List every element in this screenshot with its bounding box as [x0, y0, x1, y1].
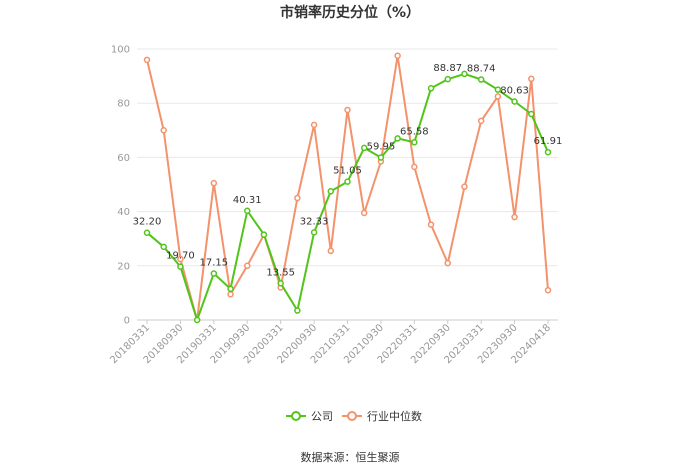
y-tick-label: 20 — [117, 261, 130, 272]
data-label: 51.05 — [333, 166, 362, 177]
data-point — [210, 270, 218, 277]
data-point — [294, 194, 301, 202]
y-tick-label: 60 — [117, 153, 130, 164]
series-layer — [143, 52, 552, 324]
data-point — [177, 263, 184, 270]
legend-industry-marker — [347, 411, 357, 421]
data-label: 80.63 — [500, 85, 529, 96]
data-point — [210, 179, 218, 187]
data-point — [294, 307, 301, 314]
legend-industry-label: 行业中位数 — [367, 409, 422, 423]
data-point — [310, 121, 318, 129]
series-industry-median — [143, 52, 552, 324]
data-point — [277, 280, 284, 287]
data-point — [193, 316, 201, 324]
data-point — [477, 76, 485, 83]
data-label: 59.95 — [367, 142, 396, 153]
y-tick-label: 40 — [117, 207, 130, 218]
series-line — [146, 54, 549, 321]
data-label: 19.70 — [166, 251, 195, 262]
chart-title: 市销率历史分位（%） — [280, 4, 420, 21]
grid-lines — [137, 48, 558, 321]
data-point — [344, 106, 351, 114]
data-label: 88.74 — [467, 64, 496, 75]
data-point — [411, 139, 418, 146]
data-point — [177, 255, 184, 263]
data-point — [444, 259, 451, 267]
data-point — [394, 135, 401, 142]
data-point — [227, 291, 234, 298]
data-label: 32.33 — [300, 216, 329, 227]
legend-company-label: 公司 — [311, 410, 333, 423]
data-point — [494, 86, 502, 93]
x-axis: 2018033120180930201903312019093020200331… — [108, 320, 553, 366]
data-point — [528, 110, 535, 118]
data-point — [444, 75, 451, 83]
data-point — [244, 207, 251, 215]
data-point — [244, 262, 251, 270]
data-point — [143, 229, 151, 236]
data-point — [461, 70, 468, 78]
data-source: 数据来源：恒生聚源 — [301, 450, 400, 464]
data-point — [310, 229, 318, 236]
data-point — [260, 231, 268, 238]
data-label: 61.91 — [534, 136, 563, 147]
data-point — [511, 213, 518, 221]
data-point — [344, 178, 351, 185]
data-point — [227, 285, 234, 293]
data-point — [360, 144, 368, 152]
data-point — [544, 286, 552, 294]
data-point — [377, 154, 385, 161]
data-point — [427, 85, 435, 92]
data-point — [143, 56, 151, 64]
data-point — [461, 183, 468, 190]
data-point — [327, 188, 335, 195]
data-point — [528, 75, 535, 83]
data-point — [360, 209, 368, 217]
data-label: 32.20 — [133, 217, 162, 228]
legend-company-marker — [291, 411, 301, 421]
data-point — [394, 52, 401, 60]
y-tick-label: 80 — [117, 99, 130, 110]
y-axis: 0 20 40 60 80 100 — [111, 45, 130, 327]
data-point — [511, 98, 518, 105]
data-label: 65.58 — [400, 126, 429, 137]
data-point — [160, 127, 167, 134]
data-labels: 32.20 19.70 17.15 40.31 13.55 32.33 51.05 59.95… — [133, 63, 563, 278]
legend: 公司 行业中位数 — [286, 409, 422, 423]
data-point — [494, 93, 502, 100]
data-point — [477, 117, 485, 125]
data-point — [160, 243, 167, 251]
y-tick-label: 0 — [124, 316, 130, 327]
data-point — [411, 163, 418, 171]
data-label: 88.87 — [433, 63, 462, 74]
legend-item-company[interactable]: 公司 — [286, 410, 333, 423]
series-company — [143, 70, 552, 324]
y-tick-label: 100 — [111, 45, 130, 56]
data-point — [327, 247, 335, 255]
data-label: 13.55 — [266, 267, 295, 278]
legend-item-industry-median[interactable]: 行业中位数 — [342, 409, 422, 423]
data-label: 40.31 — [233, 195, 262, 206]
data-label: 17.15 — [200, 258, 229, 269]
data-point — [544, 148, 552, 156]
data-point — [427, 221, 435, 228]
